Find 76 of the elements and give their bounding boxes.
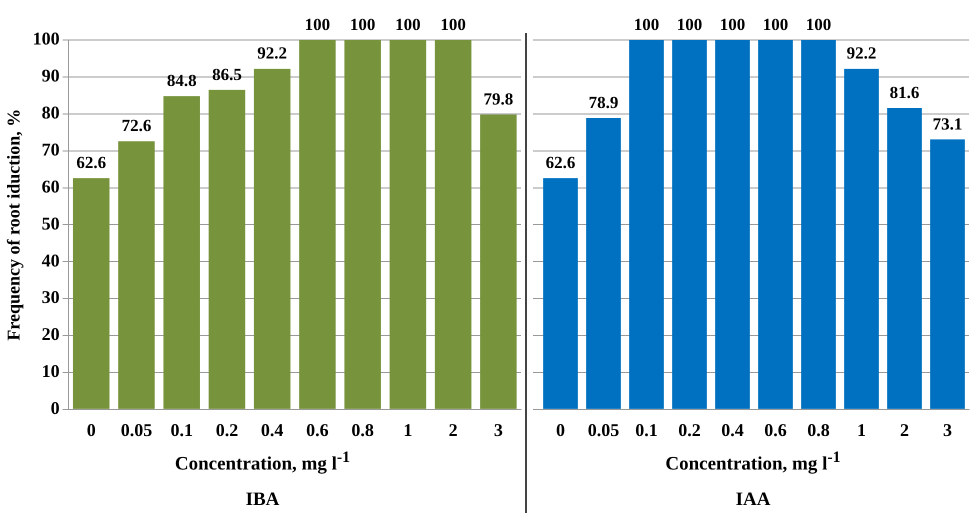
- x-tick-label: 0: [556, 420, 565, 440]
- data-label: 100: [350, 14, 376, 34]
- data-label: 81.6: [890, 82, 920, 102]
- data-label: 72.6: [122, 116, 152, 136]
- bar: [543, 178, 578, 409]
- x-tick-label: 0.4: [260, 420, 284, 440]
- data-label: 100: [634, 14, 660, 34]
- data-label: 100: [806, 14, 832, 34]
- bar: [163, 96, 200, 409]
- data-label: 92.2: [846, 44, 876, 63]
- bar: [672, 40, 707, 409]
- bar: [254, 68, 290, 409]
- data-label: 78.9: [588, 92, 618, 112]
- x-axis-title: Concentration, mg l$^{-1}$: [174, 449, 352, 476]
- bar: [887, 108, 922, 409]
- y-axis-title: Frequency of root iduction, %: [3, 108, 24, 341]
- y-tick-label: 30: [42, 287, 60, 308]
- x-tick-label: 0.05: [588, 420, 620, 440]
- y-tick-label: 70: [42, 139, 60, 160]
- x-tick-label: 0.8: [351, 420, 374, 440]
- x-tick-label: 1: [857, 420, 866, 440]
- bar: [629, 40, 664, 409]
- x-tick-label: 0.2: [216, 420, 238, 440]
- x-tick-label: 0.6: [306, 420, 329, 440]
- bar: [72, 178, 110, 409]
- x-tick-label: 2: [448, 420, 458, 440]
- data-label: 73.1: [932, 114, 962, 134]
- bar: [344, 40, 381, 409]
- data-label: 62.6: [546, 153, 576, 172]
- y-tick-label: 50: [42, 213, 60, 234]
- y-tick-label: 0: [50, 398, 60, 418]
- data-label: 100: [762, 14, 788, 34]
- data-label: 62.6: [76, 153, 106, 172]
- x-tick-label: 0.8: [807, 420, 830, 440]
- x-tick-label: 3: [494, 420, 503, 440]
- y-tick-label: 100: [32, 28, 60, 49]
- data-label: 92.2: [257, 44, 288, 63]
- x-axis-title: Concentration, mg l$^{-1}$: [664, 449, 842, 476]
- data-label: 100: [720, 14, 746, 34]
- y-tick-label: 20: [42, 324, 60, 344]
- x-tick-label: 0.4: [721, 420, 744, 440]
- x-tick-label: 0.1: [635, 420, 658, 440]
- bar: [715, 40, 750, 409]
- x-tick-label: 2: [900, 420, 909, 440]
- bar: [299, 40, 336, 409]
- x-tick-label: 0.6: [764, 420, 787, 440]
- y-tick-label: 80: [42, 102, 60, 123]
- bar: [930, 139, 965, 409]
- bar: [844, 68, 879, 409]
- data-label: 100: [304, 14, 330, 34]
- data-label: 100: [676, 14, 702, 34]
- x-tick-label: 0.05: [120, 420, 152, 440]
- bar: [758, 40, 793, 409]
- data-label: 100: [395, 14, 421, 34]
- bar: [434, 40, 472, 409]
- y-tick-label: 10: [42, 361, 60, 382]
- bar: [801, 40, 836, 409]
- x-tick-label: 0.1: [170, 420, 193, 440]
- x-tick-label: 3: [943, 420, 952, 440]
- y-tick-label: 40: [42, 250, 60, 270]
- x-tick-label: 0: [86, 420, 96, 440]
- x-tick-label: 0.2: [678, 420, 701, 440]
- data-label: 86.5: [212, 64, 242, 84]
- data-label: 84.8: [166, 71, 197, 90]
- y-tick-label: 60: [42, 176, 60, 196]
- data-label: 100: [440, 14, 466, 34]
- text: IAA: [734, 489, 772, 512]
- bar: [118, 141, 155, 409]
- bar: [480, 114, 517, 409]
- data-label: 79.8: [484, 90, 514, 109]
- text: IBA: [244, 489, 280, 512]
- bar: [390, 40, 426, 409]
- x-tick-label: 1: [403, 420, 412, 440]
- bar: [586, 118, 621, 409]
- bar: [208, 90, 246, 409]
- y-tick-label: 90: [42, 66, 60, 86]
